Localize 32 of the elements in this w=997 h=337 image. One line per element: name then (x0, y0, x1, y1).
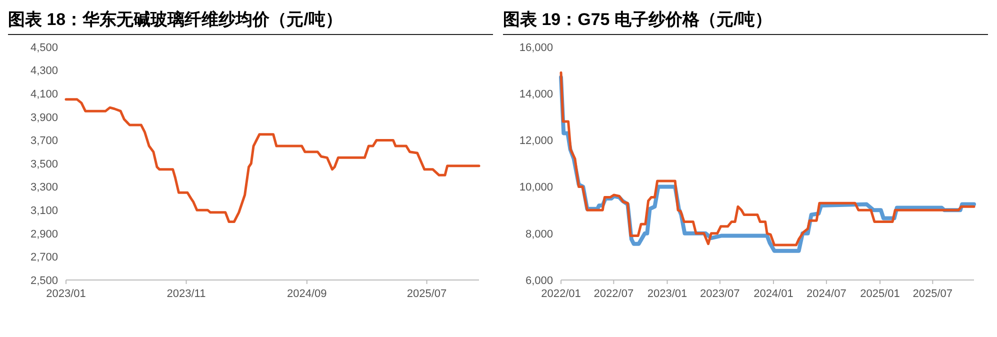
y-tick-label: 6,000 (525, 274, 553, 287)
y-tick-label: 4,100 (30, 88, 58, 100)
y-tick-label: 16,000 (519, 42, 553, 54)
y-tick-label: 3,900 (30, 112, 58, 124)
y-tick-label: 3,100 (30, 204, 58, 217)
y-tick-label: 3,700 (30, 135, 58, 148)
x-tick-label: 2023/11 (166, 288, 206, 300)
x-tick-label: 2024/09 (287, 288, 327, 300)
y-tick-label: 3,300 (30, 182, 58, 194)
y-tick-label: 4,500 (30, 42, 58, 54)
y-tick-label: 4,300 (30, 65, 58, 78)
y-tick-label: 2,700 (30, 252, 58, 264)
y-tick-label: 8,000 (525, 228, 553, 240)
y-tick-label: 10,000 (519, 182, 553, 194)
chart-title: 图表 18：华东无碱玻璃纤维纱均价（元/吨） (8, 8, 493, 35)
x-tick-label: 2023/01 (647, 288, 688, 300)
x-tick-label: 2023/07 (700, 288, 740, 300)
y-tick-label: 2,500 (30, 274, 58, 287)
y-tick-label: 12,000 (519, 135, 553, 148)
x-tick-label: 2025/07 (406, 288, 447, 300)
line-series (64, 98, 480, 223)
x-tick-label: 2024/07 (806, 288, 846, 300)
y-tick-label: 14,000 (519, 88, 553, 100)
x-tick-label: 2022/07 (594, 288, 634, 300)
y-tick-label: 3,500 (30, 158, 58, 170)
y-tick-label: 2,900 (30, 228, 58, 240)
x-tick-label: 2022/01 (541, 288, 581, 300)
x-tick-label: 2025/07 (912, 288, 953, 300)
x-tick-label: 2024/01 (754, 288, 794, 300)
chart-title: 图表 19：G75 电子纱价格（元/吨） (503, 8, 988, 35)
x-tick-label: 2025/01 (860, 288, 900, 300)
x-tick-label: 2023/01 (46, 288, 86, 300)
